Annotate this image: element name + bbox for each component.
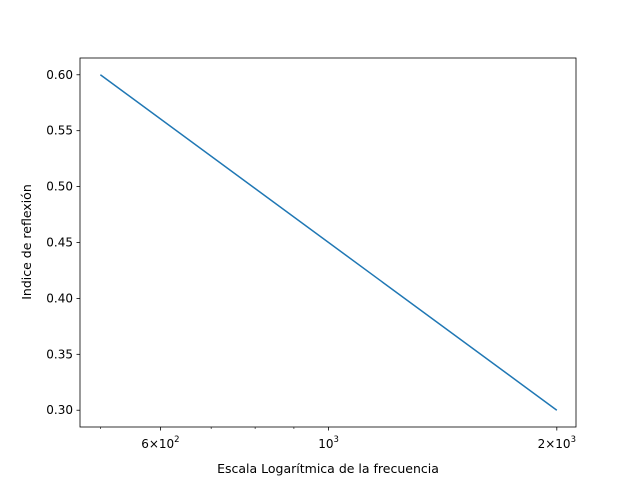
y-tick-label: 0.30 (46, 403, 73, 417)
y-tick-label: 0.55 (46, 124, 73, 138)
x-tick-label: 2×103 (538, 435, 576, 451)
y-tick-label: 0.50 (46, 180, 73, 194)
x-tick-label: 103 (318, 435, 339, 451)
x-tick-label: 6×102 (141, 435, 179, 451)
y-tick-label: 0.45 (46, 236, 73, 250)
y-tick-label: 0.60 (46, 68, 73, 82)
y-axis-label: Indice de reflexión (19, 184, 34, 300)
series-line-reflexion (99, 74, 558, 411)
y-tick-label: 0.40 (46, 291, 73, 305)
y-tick-label: 0.35 (46, 347, 73, 361)
x-axis-label: Escala Logarítmica de la frecuencia (217, 461, 439, 476)
plot-frame (79, 57, 577, 428)
